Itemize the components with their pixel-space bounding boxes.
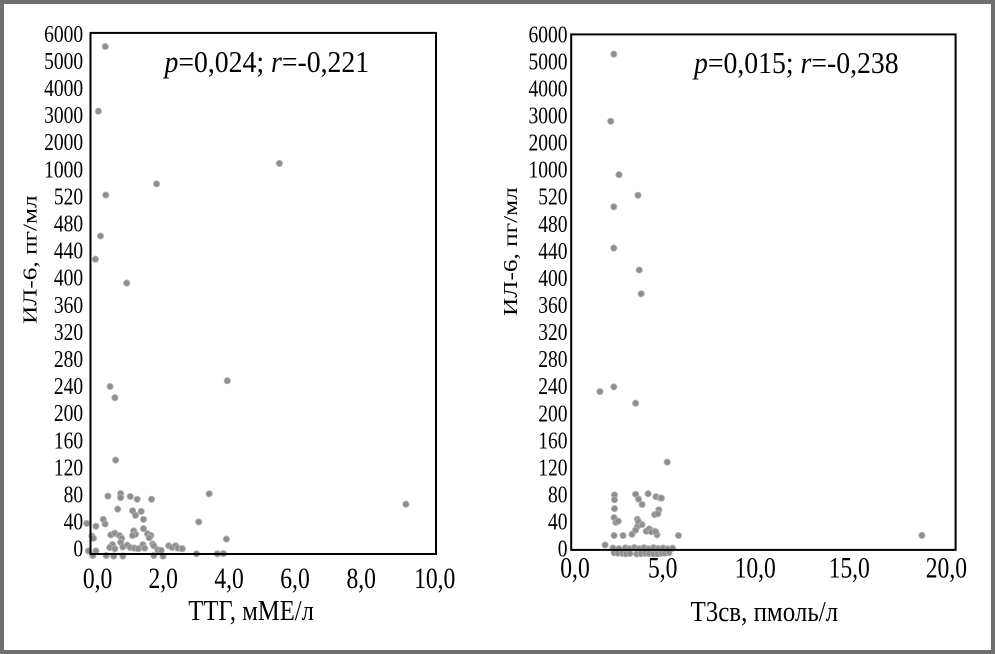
svg-text:520: 520 [538, 183, 567, 211]
svg-text:320: 320 [538, 318, 567, 346]
svg-text:120: 120 [54, 453, 83, 481]
svg-text:40: 40 [548, 508, 568, 536]
svg-text:10,0: 10,0 [414, 561, 455, 594]
svg-text:80: 80 [64, 480, 84, 508]
svg-text:480: 480 [538, 210, 567, 238]
svg-text:320: 320 [54, 318, 83, 346]
svg-text:3000: 3000 [528, 101, 567, 129]
svg-text:0,0: 0,0 [83, 561, 112, 594]
svg-text:280: 280 [538, 345, 567, 373]
svg-text:40: 40 [64, 508, 84, 536]
svg-text:200: 200 [54, 399, 83, 427]
svg-text:5000: 5000 [44, 47, 83, 75]
svg-text:520: 520 [54, 182, 83, 210]
svg-text:1000: 1000 [528, 156, 567, 184]
svg-text:160: 160 [538, 426, 567, 454]
svg-text:240: 240 [54, 372, 83, 400]
svg-text:6000: 6000 [528, 20, 567, 48]
svg-text:6000: 6000 [44, 20, 83, 48]
svg-text:360: 360 [538, 291, 567, 319]
svg-text:440: 440 [54, 237, 83, 265]
svg-text:2,0: 2,0 [148, 561, 177, 594]
svg-text:0,0: 0,0 [560, 551, 589, 584]
svg-text:440: 440 [538, 237, 567, 265]
svg-text:ИЛ-6, пг/мл: ИЛ-6, пг/мл [19, 195, 41, 324]
svg-text:20,0: 20,0 [926, 551, 967, 584]
svg-text:400: 400 [54, 264, 83, 292]
svg-text:15,0: 15,0 [829, 551, 870, 584]
svg-text:ТТГ, мМЕ/л: ТТГ, мМЕ/л [188, 594, 314, 626]
svg-text:400: 400 [538, 264, 567, 292]
svg-text:5000: 5000 [528, 47, 567, 75]
svg-text:160: 160 [54, 426, 83, 454]
svg-text:p=0,024; r=-0,221: p=0,024; r=-0,221 [163, 46, 370, 80]
svg-text:240: 240 [538, 372, 567, 400]
svg-text:200: 200 [538, 399, 567, 427]
svg-text:10,0: 10,0 [735, 551, 776, 584]
svg-text:8,0: 8,0 [346, 561, 375, 594]
svg-text:5,0: 5,0 [648, 551, 677, 584]
svg-text:120: 120 [538, 453, 567, 481]
svg-text:Т3св, пмоль/л: Т3св, пмоль/л [691, 595, 839, 627]
svg-text:80: 80 [548, 480, 568, 508]
svg-text:2000: 2000 [44, 128, 83, 156]
svg-text:0: 0 [73, 535, 83, 563]
svg-text:1000: 1000 [44, 155, 83, 183]
svg-text:ИЛ-6, пг/мл: ИЛ-6, пг/мл [499, 187, 521, 316]
svg-text:0: 0 [558, 535, 568, 563]
svg-text:4000: 4000 [44, 74, 83, 102]
svg-text:280: 280 [54, 345, 83, 373]
svg-text:360: 360 [54, 291, 83, 319]
svg-text:2000: 2000 [528, 129, 567, 157]
svg-text:3000: 3000 [44, 101, 83, 129]
svg-text:4000: 4000 [528, 74, 567, 102]
svg-text:4,0: 4,0 [214, 561, 243, 594]
svg-text:p=0,015; r=-0,238: p=0,015; r=-0,238 [692, 47, 899, 81]
svg-text:6,0: 6,0 [280, 561, 309, 594]
svg-text:480: 480 [54, 209, 83, 237]
